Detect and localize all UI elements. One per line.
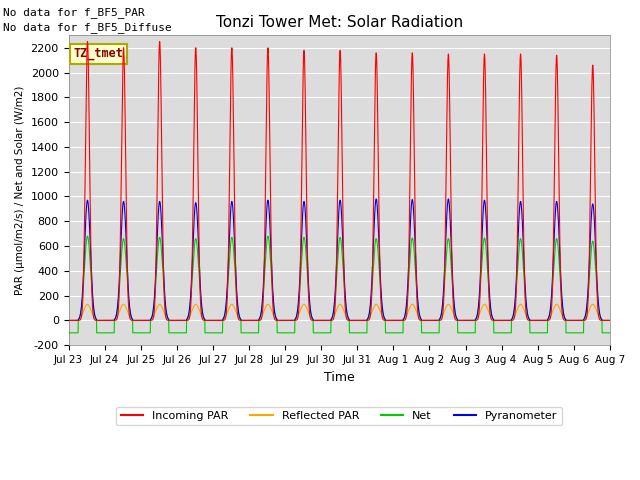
Text: No data for f_BF5_PAR: No data for f_BF5_PAR: [3, 7, 145, 18]
Legend: Incoming PAR, Reflected PAR, Net, Pyranometer: Incoming PAR, Reflected PAR, Net, Pyrano…: [116, 407, 562, 425]
Title: Tonzi Tower Met: Solar Radiation: Tonzi Tower Met: Solar Radiation: [216, 15, 463, 30]
Text: TZ_tmet: TZ_tmet: [74, 48, 124, 60]
Text: No data for f_BF5_Diffuse: No data for f_BF5_Diffuse: [3, 22, 172, 33]
Y-axis label: PAR (μmol/m2/s) / Net and Solar (W/m2): PAR (μmol/m2/s) / Net and Solar (W/m2): [15, 85, 25, 295]
X-axis label: Time: Time: [324, 371, 355, 384]
